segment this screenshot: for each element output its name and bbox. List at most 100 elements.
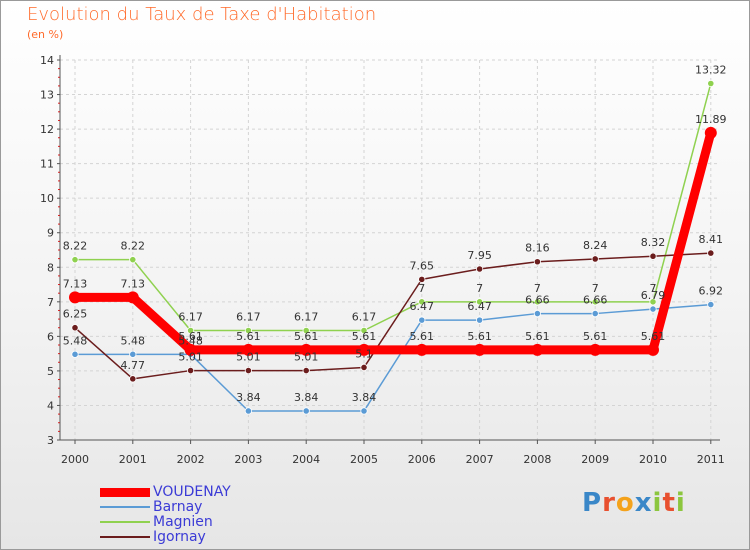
legend-label: VOUDENAY (153, 484, 231, 500)
data-label-igornay: 6.25 (63, 308, 88, 321)
logo-letter: t (662, 488, 676, 518)
data-point-barnay (129, 350, 137, 358)
data-point-barnay (475, 316, 484, 324)
data-label-barnay: 6.47 (410, 300, 435, 313)
data-point-magnien (187, 326, 195, 335)
data-label-magnien: 7 (418, 282, 425, 295)
data-label-barnay: 6.66 (525, 294, 550, 307)
data-point-igornay (360, 363, 368, 372)
data-point-magnien (244, 326, 252, 335)
data-label-barnay: 5.48 (63, 334, 88, 347)
data-label-voudenay: 5.61 (467, 330, 492, 343)
data-label-magnien: 6.17 (236, 310, 261, 323)
data-point-barnay (418, 316, 426, 324)
data-point-barnay (302, 407, 310, 415)
x-tick-label: 2010 (639, 453, 667, 466)
x-tick-label: 2005 (350, 453, 378, 466)
data-label-voudenay: 5.61 (236, 330, 261, 343)
data-point-barnay (244, 407, 252, 415)
data-label-barnay: 6.92 (699, 285, 724, 298)
data-point-igornay (418, 275, 426, 283)
legend-label: Magnien (153, 514, 213, 530)
x-tick-label: 2006 (408, 453, 436, 466)
data-label-voudenay: 5.61 (294, 330, 319, 343)
data-label-voudenay: 7.13 (63, 277, 88, 290)
data-point-igornay (244, 366, 252, 375)
data-label-voudenay: 11.89 (695, 113, 727, 126)
y-tick-label: 8 (47, 261, 54, 274)
y-tick-label: 9 (47, 227, 54, 240)
data-point-voudenay (184, 343, 197, 356)
data-point-barnay (360, 407, 368, 415)
data-label-barnay: 5.48 (178, 334, 203, 347)
y-axis-unit-label: (en %) (27, 28, 64, 41)
data-point-voudenay (704, 126, 717, 139)
x-tick-label: 2007 (466, 453, 494, 466)
data-point-voudenay (358, 343, 370, 356)
logo-letter: i (652, 488, 663, 518)
data-label-igornay: 5.01 (236, 351, 261, 364)
logo-letter: o (615, 488, 635, 518)
y-tick-label: 11 (40, 158, 54, 171)
x-tick-label: 2003 (234, 453, 262, 466)
data-label-magnien: 6.17 (178, 310, 203, 323)
legend-swatch (100, 521, 150, 523)
legend-swatch (100, 536, 150, 538)
data-label-igornay: 8.24 (583, 239, 608, 252)
data-point-barnay (649, 305, 657, 313)
proxiti-logo: Proxiti (582, 488, 686, 518)
data-point-barnay (71, 350, 79, 358)
logo-letter: r (602, 488, 616, 518)
x-tick-label: 2001 (119, 453, 147, 466)
data-point-magnien (71, 256, 79, 264)
legend-label: Igornay (153, 529, 206, 545)
data-label-magnien: 6.17 (294, 310, 319, 323)
data-point-voudenay (300, 343, 313, 356)
data-label-magnien: 8.22 (63, 240, 88, 253)
data-point-igornay (187, 366, 195, 375)
x-tick-label: 2008 (523, 453, 551, 466)
data-label-barnay: 6.79 (641, 289, 666, 302)
data-point-barnay (533, 309, 542, 318)
data-label-magnien: 7 (592, 282, 599, 295)
data-label-igornay: 8.16 (525, 242, 550, 255)
data-point-magnien (475, 298, 484, 306)
data-point-magnien (418, 298, 426, 306)
y-tick-label: 7 (47, 296, 54, 309)
data-point-igornay (302, 366, 310, 375)
data-label-barnay: 5.48 (121, 334, 146, 347)
data-point-igornay (649, 252, 657, 260)
legend-swatch (100, 506, 150, 508)
data-point-voudenay (69, 291, 81, 304)
data-label-magnien: 8.22 (121, 240, 146, 253)
data-label-barnay: 6.66 (583, 294, 608, 307)
series-line-voudenay (70, 128, 716, 355)
data-label-magnien: 7 (650, 282, 657, 295)
x-tick-label: 2004 (292, 453, 320, 466)
data-label-igornay: 4.77 (121, 359, 146, 372)
data-label-barnay: 3.84 (352, 391, 377, 404)
logo-letter: i (675, 488, 686, 518)
data-point-voudenay (242, 343, 255, 356)
data-label-igornay: 7.95 (467, 249, 492, 262)
y-tick-label: 13 (40, 89, 54, 102)
y-tick-label: 12 (40, 123, 54, 136)
data-point-magnien (129, 256, 137, 264)
legend-label: Barnay (153, 499, 203, 515)
data-point-voudenay (126, 291, 139, 304)
logo-letter: P (582, 488, 603, 518)
data-point-igornay (475, 265, 484, 273)
x-tick-label: 2011 (697, 453, 725, 466)
data-point-voudenay (473, 343, 486, 356)
series-line-magnien (74, 82, 712, 332)
data-label-barnay: 3.84 (236, 391, 261, 404)
data-point-magnien (533, 298, 542, 306)
data-point-igornay (707, 249, 715, 257)
data-label-magnien: 13.32 (695, 63, 727, 76)
data-point-magnien (649, 298, 657, 306)
data-point-barnay (707, 300, 715, 309)
data-label-voudenay: 7.13 (121, 277, 146, 290)
data-label-voudenay: 5.61 (641, 330, 666, 343)
